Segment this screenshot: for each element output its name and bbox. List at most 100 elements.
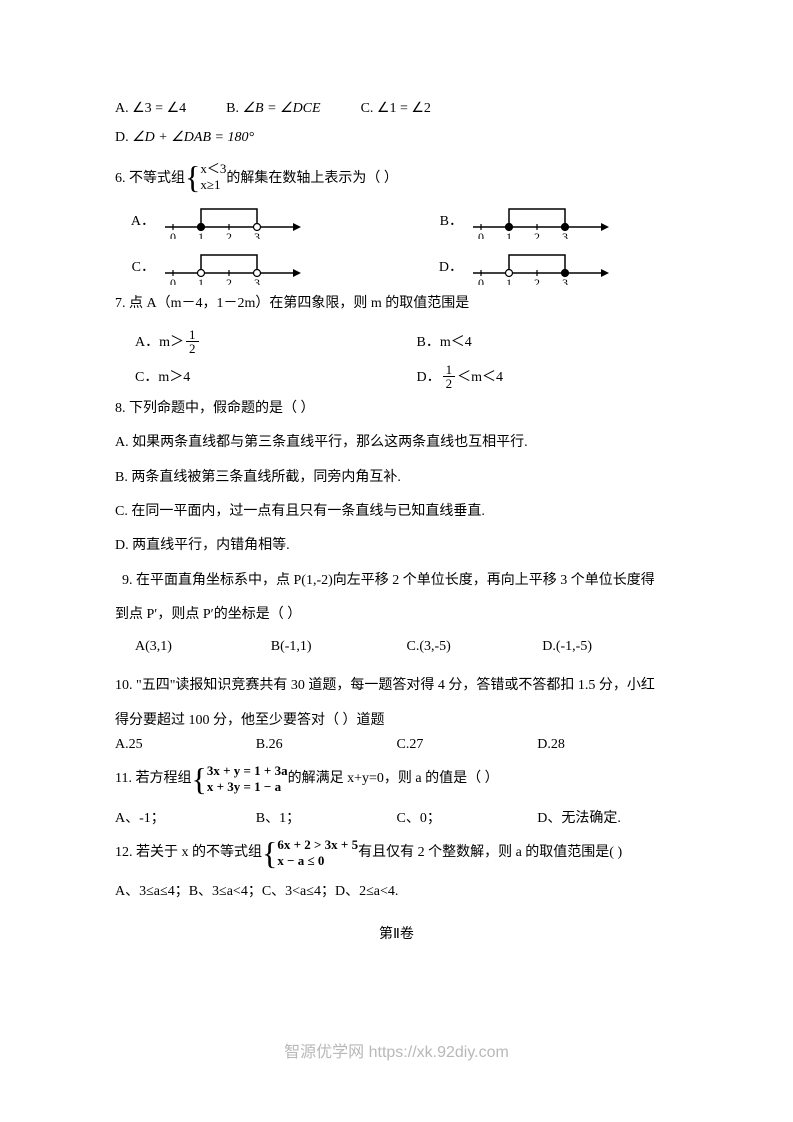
q5-options-row1: A. ∠3 = ∠4 B. ∠B = ∠DCE C. ∠1 = ∠2	[115, 100, 678, 117]
q5-option-d: D. ∠D + ∠DAB = 180°	[115, 127, 678, 149]
q6-prefix: 6. 不等式组	[115, 167, 185, 187]
svg-text:1: 1	[506, 230, 512, 239]
q6-option-a: A． 0123	[115, 201, 303, 239]
q5-option-c: C. ∠1 = ∠2	[361, 100, 431, 117]
numberline-c: 0 1 2 3	[163, 247, 303, 285]
brace-icon: {	[262, 837, 277, 869]
q10-option-a: A.25	[115, 737, 256, 753]
svg-text:2: 2	[534, 230, 540, 239]
brace-icon: {	[185, 161, 200, 193]
q6-label-c: C．	[115, 256, 155, 276]
q6-label-b: B．	[423, 210, 463, 230]
q8-stem: 8. 下列命题中，假命题的是（ ）	[115, 398, 678, 420]
q6-ineq1: x＜3	[200, 161, 226, 177]
q6-option-b: B． 0123	[423, 201, 611, 239]
q12-ineq1: 6x + 2 > 3x + 5	[277, 837, 358, 853]
q11-option-b: B、1；	[256, 807, 397, 827]
q10-option-d: D.28	[537, 737, 678, 753]
q9-option-b: B(-1,1)	[271, 639, 407, 655]
q7-a-pre: A．m＞	[135, 331, 184, 351]
q6-label-a: A．	[115, 210, 155, 230]
q5-option-a: A. ∠3 = ∠4	[115, 100, 186, 117]
q7-option-b: B．m＜4	[397, 328, 679, 355]
q7-stem: 7. 点 A（m－4，1－2m）在第四象限，则 m 的取值范围是	[115, 293, 678, 315]
q5-a-math: ∠3 = ∠4	[132, 101, 186, 116]
numberline-b: 0123	[471, 201, 611, 239]
svg-text:2: 2	[226, 230, 232, 239]
q11-equations: 3x + y = 1 + 3a x + 3y = 1 − a	[207, 763, 288, 795]
q5-a-prefix: A.	[115, 101, 132, 116]
q6-option-c: C． 0 1 2 3	[115, 247, 303, 285]
q9-option-c: C.(3,-5)	[407, 639, 543, 655]
q8-option-c: C. 在同一平面内，过一点有且只有一条直线与已知直线垂直.	[115, 501, 678, 523]
q12-inequalities: 6x + 2 > 3x + 5 x − a ≤ 0	[277, 837, 358, 869]
q6-system: { x＜3 x≥1	[185, 161, 226, 193]
svg-text:2: 2	[226, 276, 232, 285]
q8-option-a: A. 如果两条直线都与第三条直线平行，那么这两条直线也互相平行.	[115, 432, 678, 454]
numberline-d: 0123	[471, 247, 611, 285]
svg-text:0: 0	[170, 276, 176, 285]
q11-eq1: 3x + y = 1 + 3a	[207, 763, 288, 779]
watermark: 智源优学网 https://xk.92diy.com	[0, 1038, 793, 1062]
q7-d-post: ＜m＜4	[457, 366, 503, 386]
q11-stem: 11. 若方程组 { 3x + y = 1 + 3a x + 3y = 1 − …	[115, 763, 678, 795]
q11-option-d: D、无法确定.	[537, 807, 678, 827]
svg-text:1: 1	[198, 230, 204, 239]
q6-stem: 6. 不等式组 { x＜3 x≥1 的解集在数轴上表示为（ ）	[115, 161, 678, 193]
q7-a-frac: 1 2	[186, 328, 199, 355]
exam-page: A. ∠3 = ∠4 B. ∠B = ∠DCE C. ∠1 = ∠2 D. ∠D…	[0, 0, 793, 983]
q11-system: { 3x + y = 1 + 3a x + 3y = 1 − a	[191, 763, 287, 795]
q5-option-b: B. ∠B = ∠DCE	[226, 100, 320, 117]
q5-d-prefix: D.	[115, 130, 132, 145]
q7-option-d: D． 1 2 ＜m＜4	[397, 363, 679, 390]
q5-b-prefix: B.	[226, 101, 242, 116]
q12-options: A、3≤a≤4；B、3≤a<4；C、3<a≤4；D、2≤a<4.	[115, 881, 678, 903]
q9-line2: 到点 P′，则点 P′的坐标是（ ）	[115, 604, 678, 626]
q12-prefix: 12. 若关于 x 的不等式组	[115, 842, 262, 864]
q10-option-b: B.26	[256, 737, 397, 753]
svg-text:0: 0	[170, 230, 176, 239]
q11-prefix: 11. 若方程组	[115, 768, 191, 790]
q9-options: A(3,1) B(-1,1) C.(3,-5) D.(-1,-5)	[115, 639, 678, 655]
q5-c-math: ∠1 = ∠2	[377, 101, 431, 116]
q11-suffix: 的解满足 x+y=0，则 a 的值是（ ）	[288, 768, 499, 790]
q9-line1: 9. 在平面直角坐标系中，点 P(1,-2)向左平移 2 个单位长度，再向上平移…	[115, 570, 678, 592]
q6-inequalities: x＜3 x≥1	[200, 161, 226, 193]
q7-d-num: 1	[443, 363, 456, 377]
svg-text:3: 3	[254, 276, 260, 285]
q6-row2: C． 0 1 2 3 D． 0 1 2 3	[115, 247, 678, 289]
q11-options: A、-1； B、1； C、0； D、无法确定.	[115, 807, 678, 827]
q8-option-b: B. 两条直线被第三条直线所截，同旁内角互补.	[115, 467, 678, 489]
svg-text:0: 0	[478, 276, 484, 285]
q5-d-math: ∠D + ∠DAB = 180°	[132, 130, 254, 145]
svg-text:1: 1	[198, 276, 204, 285]
q10-line2: 得分要超过 100 分，他至少要答对（ ）道题	[115, 709, 678, 729]
q7-options: A．m＞ 1 2 B．m＜4 C．m＞4 D． 1 2 ＜m＜4	[115, 328, 678, 398]
spacer	[115, 665, 678, 675]
q6-label-d: D．	[423, 256, 463, 276]
section-2-title: 第Ⅱ卷	[115, 923, 678, 943]
svg-text:1: 1	[506, 276, 512, 285]
q7-d-frac: 1 2	[443, 363, 456, 390]
q11-option-a: A、-1；	[115, 807, 256, 827]
q12-system: { 6x + 2 > 3x + 5 x − a ≤ 0	[262, 837, 358, 869]
q6-option-d: D． 0123	[423, 247, 611, 285]
q5-c-prefix: C.	[361, 101, 377, 116]
svg-text:0: 0	[478, 230, 484, 239]
q10-line1: 10. "五四"读报知识竞赛共有 30 道题，每一题答对得 4 分，答错或不答都…	[115, 675, 678, 697]
q7-d-pre: D．	[417, 366, 441, 386]
q7-a-den: 2	[186, 342, 199, 355]
q6-ineq2: x≥1	[200, 177, 226, 193]
q7-d-den: 2	[443, 377, 456, 390]
q10-options: A.25 B.26 C.27 D.28	[115, 737, 678, 753]
svg-text:2: 2	[534, 276, 540, 285]
q10-option-c: C.27	[397, 737, 538, 753]
q11-option-c: C、0；	[397, 807, 538, 827]
q12-ineq2: x − a ≤ 0	[277, 853, 358, 869]
q6-row1: A． 0123 B． 0123	[115, 201, 678, 243]
q7-option-a: A．m＞ 1 2	[115, 328, 397, 355]
q9-option-d: D.(-1,-5)	[542, 639, 678, 655]
q12-suffix: 有且仅有 2 个整数解，则 a 的取值范围是( )	[358, 842, 622, 864]
q6-suffix: 的解集在数轴上表示为（ ）	[226, 167, 398, 187]
q11-eq2: x + 3y = 1 − a	[207, 779, 288, 795]
